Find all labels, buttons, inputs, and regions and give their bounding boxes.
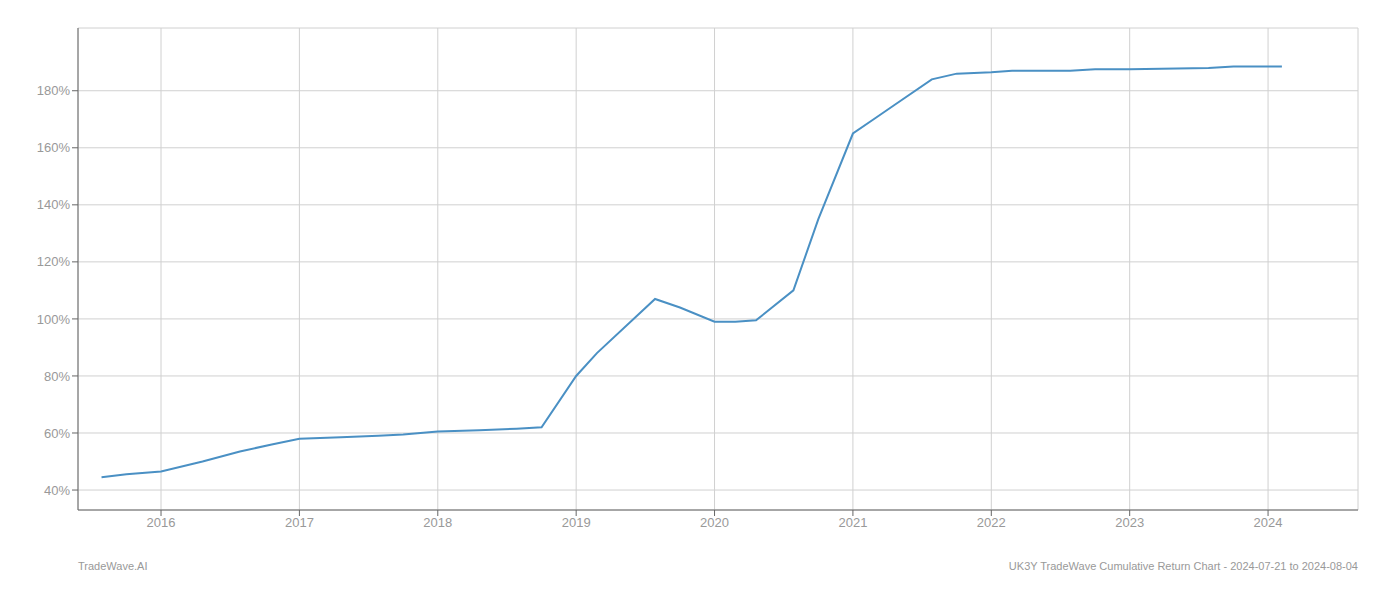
svg-text:140%: 140% bbox=[37, 197, 71, 212]
svg-text:2021: 2021 bbox=[838, 515, 867, 530]
html-text:UK3Y TradeWave Cumulative Retu: UK3Y TradeWave Cumulative Return Chart -… bbox=[1008, 560, 1358, 572]
svg-text:100%: 100% bbox=[37, 312, 71, 327]
svg-text:2024: 2024 bbox=[1254, 515, 1283, 530]
svg-text:2016: 2016 bbox=[147, 515, 176, 530]
svg-text:2023: 2023 bbox=[1115, 515, 1144, 530]
svg-text:80%: 80% bbox=[44, 369, 70, 384]
svg-text:2017: 2017 bbox=[285, 515, 314, 530]
svg-text:2022: 2022 bbox=[977, 515, 1006, 530]
svg-text:60%: 60% bbox=[44, 426, 70, 441]
svg-text:2018: 2018 bbox=[423, 515, 452, 530]
svg-text:160%: 160% bbox=[37, 140, 71, 155]
svg-text:2020: 2020 bbox=[700, 515, 729, 530]
svg-text:40%: 40% bbox=[44, 483, 70, 498]
html-text:TradeWave.AI: TradeWave.AI bbox=[78, 560, 148, 572]
svg-text:2019: 2019 bbox=[562, 515, 591, 530]
svg-text:120%: 120% bbox=[37, 254, 71, 269]
svg-text:180%: 180% bbox=[37, 83, 71, 98]
